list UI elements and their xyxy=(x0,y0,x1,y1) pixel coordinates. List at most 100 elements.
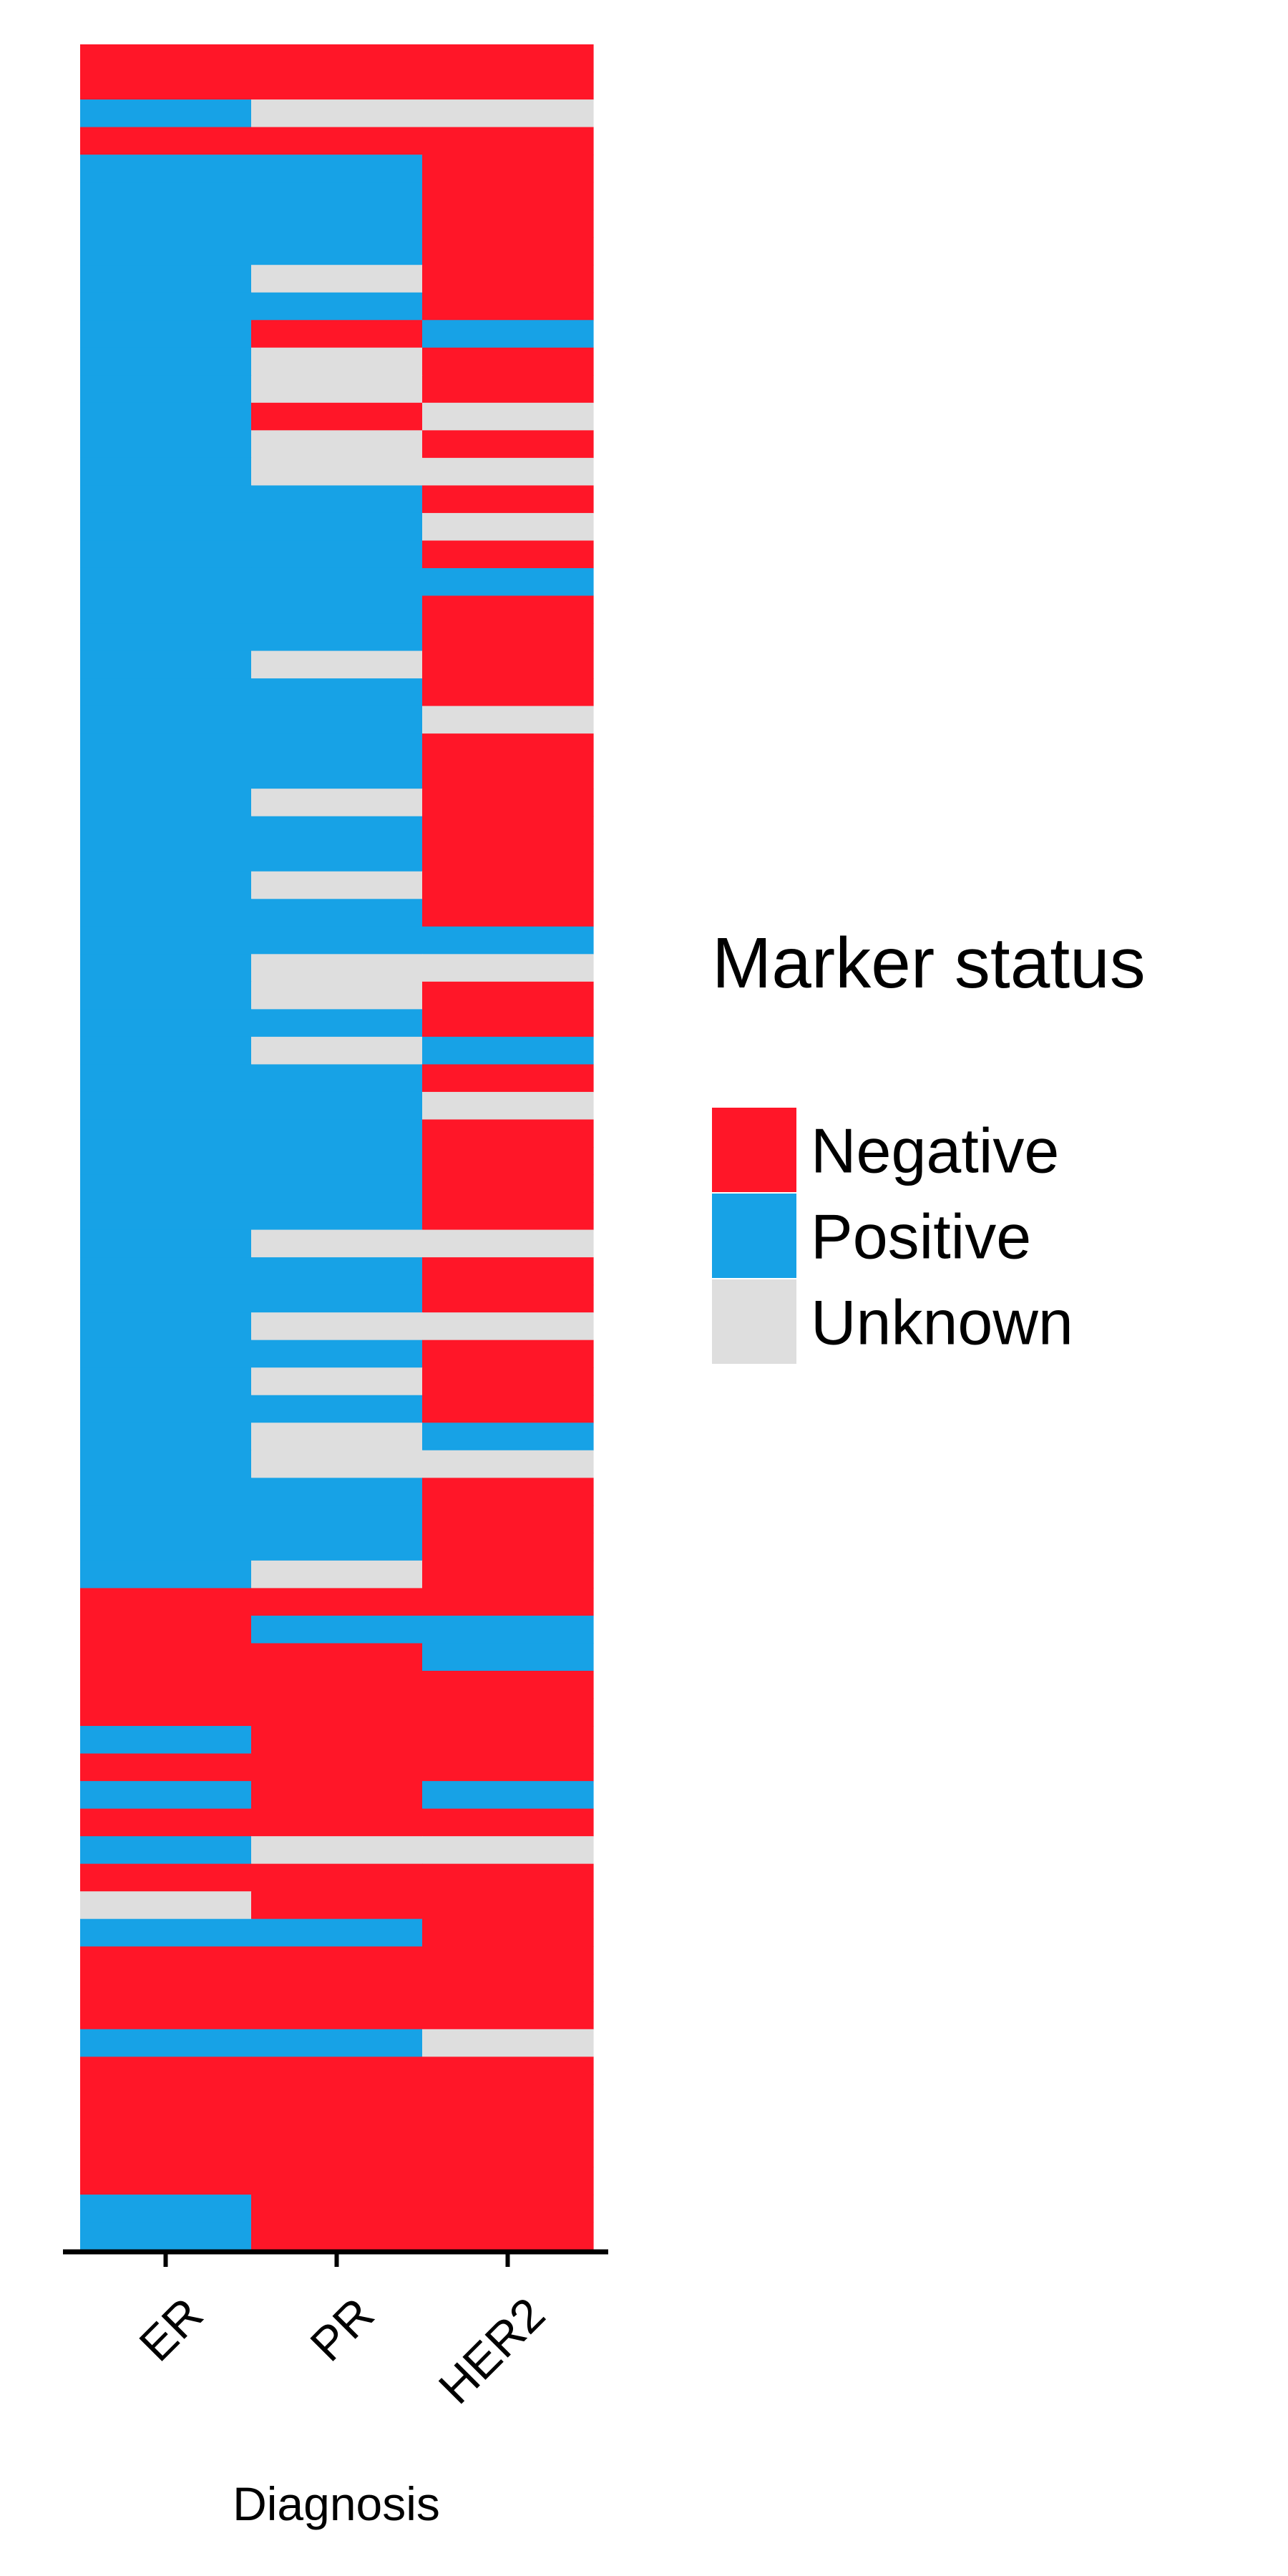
heatmap-cell xyxy=(80,1395,252,1423)
heatmap-cell xyxy=(80,99,252,128)
heatmap-cell xyxy=(251,1781,423,1810)
heatmap-cell xyxy=(251,595,423,624)
heatmap-cell xyxy=(422,926,594,955)
heatmap-cell xyxy=(422,182,594,210)
heatmap-cell xyxy=(251,706,423,734)
heatmap-cell xyxy=(251,485,423,514)
heatmap-cell xyxy=(251,1863,423,1892)
heatmap-cell xyxy=(80,1643,252,1672)
heatmap-cell xyxy=(80,761,252,789)
heatmap-cell xyxy=(422,2167,594,2195)
heatmap-cell xyxy=(422,1423,594,1451)
heatmap-cell xyxy=(251,210,423,238)
x-axis-tick-labels: ER PR HER2 xyxy=(129,2288,555,2414)
heatmap-cell xyxy=(251,1918,423,1947)
heatmap-cell xyxy=(251,1615,423,1644)
heatmap-cell xyxy=(422,2029,594,2057)
heatmap-cell xyxy=(80,347,252,376)
heatmap-cell xyxy=(80,1974,252,2002)
heatmap-cell xyxy=(422,1533,594,1561)
heatmap-cell xyxy=(422,2194,594,2223)
heatmap-cell xyxy=(422,292,594,321)
heatmap-cell xyxy=(251,733,423,762)
heatmap-cell xyxy=(80,127,252,155)
x-tick-label-pr: PR xyxy=(300,2288,384,2371)
heatmap-cell xyxy=(422,347,594,376)
heatmap-cell xyxy=(80,1836,252,1865)
heatmap-cell xyxy=(80,1533,252,1561)
heatmap-cell xyxy=(422,567,594,597)
heatmap-cell xyxy=(251,1091,423,1121)
heatmap-cell xyxy=(80,981,252,1010)
heatmap-cell xyxy=(422,1036,594,1065)
heatmap-cell xyxy=(251,2001,423,2030)
heatmap-cell xyxy=(422,375,594,404)
heatmap-cell xyxy=(422,2139,594,2168)
heatmap-cell xyxy=(80,678,252,707)
heatmap-cell xyxy=(422,899,594,927)
heatmap-cell xyxy=(251,2167,423,2195)
heatmap-cell xyxy=(422,1670,594,1699)
heatmap-cell xyxy=(422,512,594,542)
heatmap-cell xyxy=(422,1698,594,1727)
heatmap-cell xyxy=(251,2112,423,2140)
heatmap-cell xyxy=(80,1698,252,1727)
heatmap-cell xyxy=(80,816,252,844)
heatmap-cell xyxy=(251,1698,423,1727)
heatmap-cell xyxy=(422,1808,594,1837)
heatmap-cell xyxy=(251,72,423,100)
heatmap-cell xyxy=(251,155,423,183)
heatmap-cell xyxy=(251,2139,423,2168)
heatmap-cell xyxy=(422,733,594,762)
heatmap-cell xyxy=(422,1478,594,1506)
heatmap-cell xyxy=(422,1174,594,1203)
heatmap-cell xyxy=(251,1119,423,1148)
heatmap-cell xyxy=(80,210,252,238)
heatmap-cell xyxy=(422,265,594,293)
heatmap-cell xyxy=(422,1615,594,1644)
heatmap-cell xyxy=(80,1064,252,1093)
heatmap-cell xyxy=(422,1367,594,1396)
heatmap-cell xyxy=(251,761,423,789)
heatmap-cell xyxy=(422,1064,594,1093)
heatmap-cell xyxy=(251,1726,423,1755)
heatmap-cell xyxy=(251,1533,423,1561)
heatmap-cell xyxy=(422,237,594,265)
heatmap-cell xyxy=(80,1091,252,1121)
heatmap-cell xyxy=(80,926,252,955)
heatmap-cell xyxy=(80,320,252,348)
heatmap-cell xyxy=(422,1918,594,1947)
heatmap-cell xyxy=(80,1588,252,1616)
heatmap-cell xyxy=(80,733,252,762)
heatmap-cell xyxy=(422,155,594,183)
heatmap-cell xyxy=(80,1202,252,1231)
heatmap-cell xyxy=(251,1588,423,1616)
heatmap-cell xyxy=(80,1478,252,1506)
heatmap-cell xyxy=(422,1726,594,1755)
heatmap-cell xyxy=(422,1009,594,1038)
heatmap-cell xyxy=(251,512,423,542)
heatmap-cell xyxy=(251,789,423,817)
heatmap-cell xyxy=(80,72,252,100)
heatmap-cell xyxy=(251,1423,423,1451)
heatmap-cell xyxy=(80,650,252,679)
heatmap-cell xyxy=(422,761,594,789)
legend-label-positive: Positive xyxy=(811,1201,1031,1272)
heatmap-cell xyxy=(422,1891,594,1920)
heatmap-cell xyxy=(251,2222,423,2250)
heatmap-cell xyxy=(251,1974,423,2002)
heatmap-cell xyxy=(422,1450,594,1478)
legend-key-negative xyxy=(712,1108,796,1192)
heatmap-cell xyxy=(251,320,423,348)
heatmap-cell xyxy=(422,816,594,844)
heatmap-cell xyxy=(422,1560,594,1589)
x-axis-ticks xyxy=(163,2252,510,2267)
heatmap-cell xyxy=(422,1643,594,1672)
heatmap-cell xyxy=(251,1643,423,1672)
heatmap-cell xyxy=(80,155,252,183)
heatmap-cell xyxy=(422,1257,594,1286)
heatmap-cell xyxy=(422,1202,594,1231)
heatmap-cell xyxy=(80,844,252,872)
legend-label-negative: Negative xyxy=(811,1116,1059,1186)
